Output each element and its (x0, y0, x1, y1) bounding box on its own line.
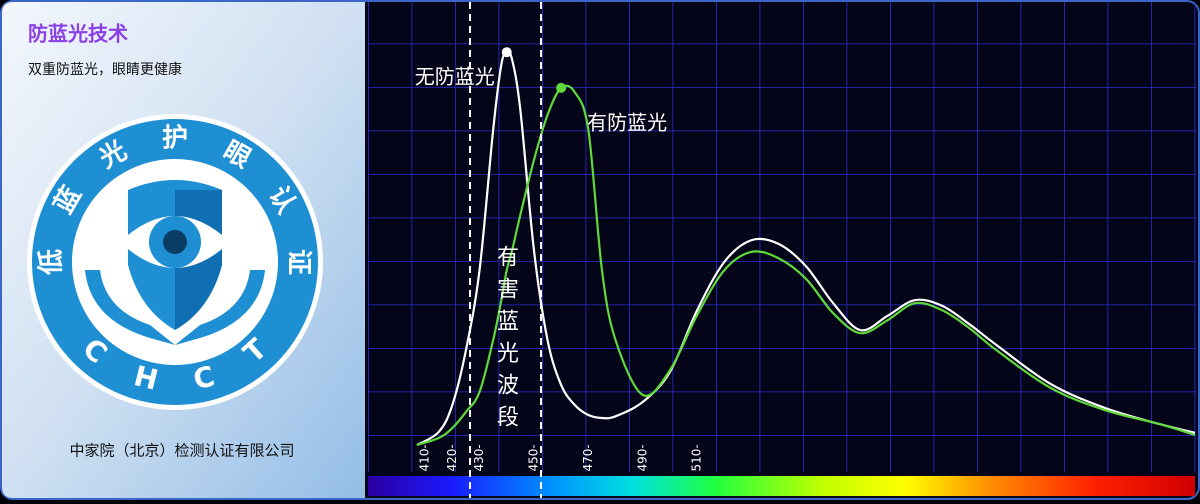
series-line (416, 50, 1196, 446)
peak-dot (556, 82, 567, 93)
x-tick-label: 450 (526, 449, 540, 472)
x-tick-label: 510 (690, 449, 704, 472)
logo-hand-left (85, 270, 175, 345)
series-label: 无防蓝光 (415, 65, 495, 89)
series-label: 有防蓝光 (587, 110, 667, 134)
peak-dot (501, 47, 512, 58)
logo-ring-char: 护 (162, 124, 188, 154)
x-tick-label: 420 (445, 449, 459, 472)
x-tick-label: 470 (581, 449, 595, 472)
plot (416, 47, 1196, 447)
logo-hand-right (175, 270, 265, 345)
logo-ring-char: 低 (37, 249, 67, 276)
x-tick-label: 410 (418, 449, 432, 472)
series-line (416, 84, 1196, 447)
spectrum-bar (368, 476, 1195, 496)
logo-ring-char: 证 (284, 249, 314, 275)
company-name: 中家院（北京）检测认证有限公司 (69, 442, 294, 460)
grid (368, 2, 1196, 472)
logo-pupil (163, 230, 187, 254)
panel-title: 防蓝光技术 (28, 22, 128, 46)
panel-subtitle: 双重防蓝光，眼睛更健康 (28, 61, 182, 78)
x-tick-label: 490 (635, 449, 649, 472)
band-label: 有害蓝光波段 (493, 245, 519, 437)
logo: 低蓝光护眼认证CH CT (27, 114, 323, 410)
x-tick-label: 430 (472, 449, 486, 472)
